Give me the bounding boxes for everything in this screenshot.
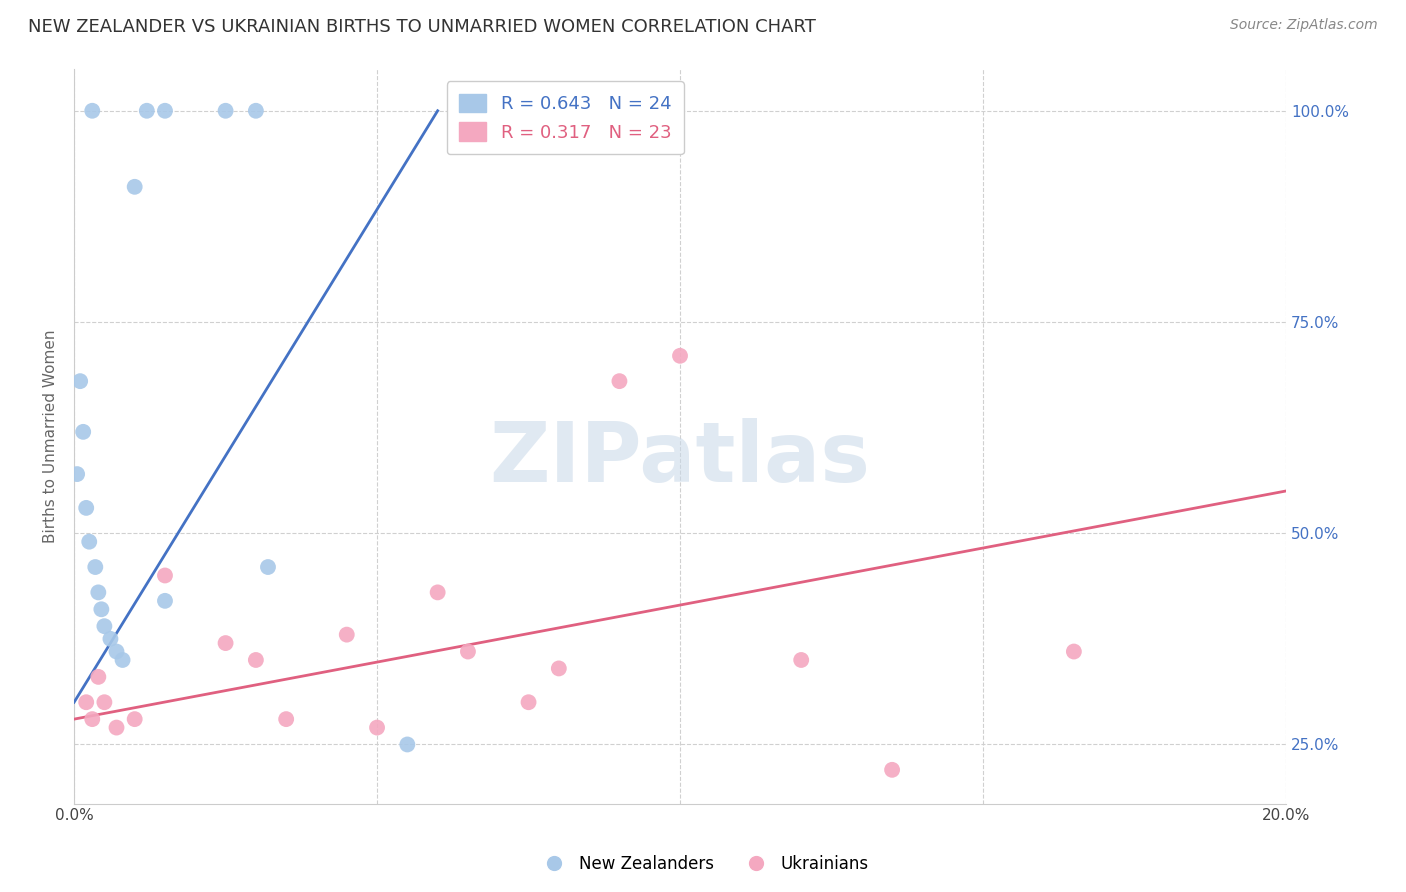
Point <box>426 585 449 599</box>
Point <box>790 653 813 667</box>
Point <box>93 695 115 709</box>
Point <box>105 721 128 735</box>
Point <box>72 425 94 439</box>
Point <box>77 534 100 549</box>
Point <box>1063 644 1085 658</box>
Point <box>517 695 540 709</box>
Point <box>84 560 107 574</box>
Point <box>457 644 479 658</box>
Point <box>82 103 104 118</box>
Point <box>100 632 122 646</box>
Point <box>111 653 134 667</box>
Point <box>153 103 176 118</box>
Point <box>1184 881 1206 892</box>
Point <box>336 627 359 641</box>
Point <box>257 560 280 574</box>
Point <box>396 738 419 752</box>
Point <box>87 670 110 684</box>
Point <box>90 602 112 616</box>
Point <box>69 374 91 388</box>
Point <box>942 864 965 879</box>
Point <box>880 763 903 777</box>
Point <box>245 103 267 118</box>
Point <box>66 467 89 481</box>
Point <box>87 585 110 599</box>
Point <box>609 374 631 388</box>
Point <box>75 500 97 515</box>
Text: ZIPatlas: ZIPatlas <box>489 417 870 499</box>
Legend: New Zealanders, Ukrainians: New Zealanders, Ukrainians <box>530 848 876 880</box>
Y-axis label: Births to Unmarried Women: Births to Unmarried Women <box>44 329 58 543</box>
Point <box>245 653 267 667</box>
Point <box>214 103 236 118</box>
Point <box>547 103 569 118</box>
Point <box>93 619 115 633</box>
Text: Source: ZipAtlas.com: Source: ZipAtlas.com <box>1230 18 1378 32</box>
Point <box>135 103 157 118</box>
Point <box>547 661 569 675</box>
Point <box>105 644 128 658</box>
Point <box>153 568 176 582</box>
Point <box>124 712 146 726</box>
Point <box>214 636 236 650</box>
Point <box>669 349 692 363</box>
Point <box>366 721 388 735</box>
Point <box>124 179 146 194</box>
Point <box>276 712 298 726</box>
Point <box>75 695 97 709</box>
Point <box>153 594 176 608</box>
Point <box>82 712 104 726</box>
Legend: R = 0.643   N = 24, R = 0.317   N = 23: R = 0.643 N = 24, R = 0.317 N = 23 <box>447 81 685 154</box>
Text: NEW ZEALANDER VS UKRAINIAN BIRTHS TO UNMARRIED WOMEN CORRELATION CHART: NEW ZEALANDER VS UKRAINIAN BIRTHS TO UNM… <box>28 18 815 36</box>
